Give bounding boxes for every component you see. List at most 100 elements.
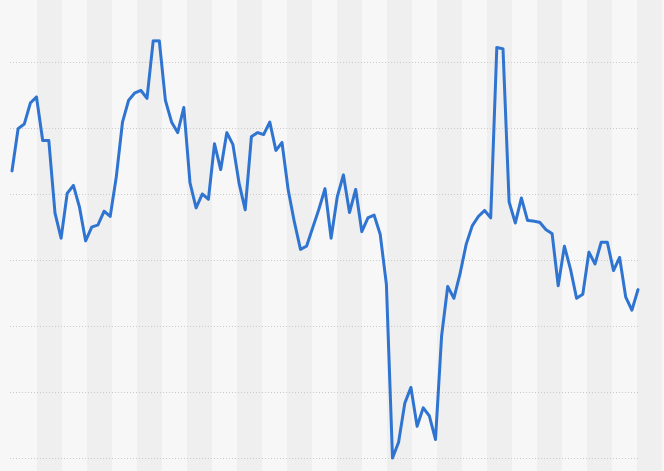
- data-point[interactable]: [225, 131, 229, 135]
- data-point[interactable]: [519, 196, 523, 200]
- data-point[interactable]: [538, 220, 542, 224]
- data-point[interactable]: [550, 232, 554, 236]
- data-point[interactable]: [317, 207, 321, 211]
- data-point[interactable]: [421, 406, 425, 410]
- data-point[interactable]: [470, 224, 474, 228]
- data-point[interactable]: [556, 284, 560, 288]
- data-point[interactable]: [139, 88, 143, 92]
- data-point[interactable]: [384, 282, 388, 286]
- data-point[interactable]: [274, 148, 278, 152]
- data-point[interactable]: [427, 414, 431, 418]
- data-point[interactable]: [206, 197, 210, 201]
- data-point[interactable]: [286, 188, 290, 192]
- data-point[interactable]: [569, 267, 573, 271]
- data-point[interactable]: [96, 223, 100, 227]
- data-point[interactable]: [188, 181, 192, 185]
- data-point[interactable]: [372, 213, 376, 217]
- data-point[interactable]: [200, 192, 204, 196]
- data-point[interactable]: [636, 288, 640, 292]
- data-point[interactable]: [256, 131, 260, 135]
- data-point[interactable]: [311, 226, 315, 230]
- data-point[interactable]: [59, 236, 63, 240]
- data-point[interactable]: [476, 214, 480, 218]
- data-point[interactable]: [249, 135, 253, 139]
- data-point[interactable]: [213, 142, 217, 146]
- data-point[interactable]: [292, 220, 296, 224]
- data-point[interactable]: [219, 168, 223, 172]
- data-point[interactable]: [415, 424, 419, 428]
- data-point[interactable]: [102, 209, 106, 213]
- data-point[interactable]: [464, 242, 468, 246]
- data-point[interactable]: [618, 255, 622, 259]
- data-point[interactable]: [121, 120, 125, 124]
- data-point[interactable]: [378, 232, 382, 236]
- data-point[interactable]: [562, 244, 566, 248]
- data-point[interactable]: [84, 239, 88, 243]
- data-point[interactable]: [65, 191, 69, 195]
- data-point[interactable]: [458, 272, 462, 276]
- data-point[interactable]: [501, 47, 505, 51]
- data-point[interactable]: [599, 240, 603, 244]
- data-point[interactable]: [446, 284, 450, 288]
- data-point[interactable]: [133, 91, 137, 95]
- data-point[interactable]: [630, 308, 634, 312]
- data-point[interactable]: [114, 175, 118, 179]
- data-point[interactable]: [237, 181, 241, 185]
- data-point[interactable]: [360, 230, 364, 234]
- data-point[interactable]: [262, 133, 266, 137]
- data-point[interactable]: [526, 218, 530, 222]
- data-point[interactable]: [231, 143, 235, 147]
- data-point[interactable]: [348, 211, 352, 215]
- data-point[interactable]: [16, 127, 20, 131]
- data-point[interactable]: [354, 187, 358, 191]
- data-point[interactable]: [409, 385, 413, 389]
- data-point[interactable]: [434, 438, 438, 442]
- data-point[interactable]: [170, 120, 174, 124]
- data-point[interactable]: [366, 216, 370, 220]
- data-point[interactable]: [341, 173, 345, 177]
- data-point[interactable]: [10, 169, 14, 173]
- data-point[interactable]: [182, 106, 186, 110]
- data-point[interactable]: [35, 95, 39, 99]
- data-point[interactable]: [507, 200, 511, 204]
- data-point[interactable]: [624, 295, 628, 299]
- data-point[interactable]: [299, 247, 303, 251]
- data-point[interactable]: [403, 401, 407, 405]
- data-point[interactable]: [532, 219, 536, 223]
- data-point[interactable]: [587, 250, 591, 254]
- data-point[interactable]: [605, 240, 609, 244]
- data-point[interactable]: [483, 209, 487, 213]
- data-point[interactable]: [495, 46, 499, 50]
- data-point[interactable]: [440, 334, 444, 338]
- data-point[interactable]: [391, 456, 395, 460]
- data-point[interactable]: [593, 262, 597, 266]
- data-point[interactable]: [22, 122, 26, 126]
- data-point[interactable]: [78, 205, 82, 209]
- data-point[interactable]: [108, 214, 112, 218]
- data-point[interactable]: [176, 131, 180, 135]
- data-point[interactable]: [90, 225, 94, 229]
- data-point[interactable]: [127, 98, 131, 102]
- data-point[interactable]: [581, 292, 585, 296]
- data-point[interactable]: [335, 195, 339, 199]
- data-point[interactable]: [513, 221, 517, 225]
- data-point[interactable]: [243, 208, 247, 212]
- data-point[interactable]: [612, 269, 616, 273]
- data-point[interactable]: [280, 141, 284, 145]
- data-point[interactable]: [163, 98, 167, 102]
- data-point[interactable]: [145, 96, 149, 100]
- data-point[interactable]: [544, 228, 548, 232]
- data-point[interactable]: [575, 296, 579, 300]
- data-point[interactable]: [268, 120, 272, 124]
- data-point[interactable]: [53, 211, 57, 215]
- data-point[interactable]: [194, 206, 198, 210]
- data-point[interactable]: [323, 187, 327, 191]
- data-point[interactable]: [41, 139, 45, 143]
- data-point[interactable]: [489, 216, 493, 220]
- data-point[interactable]: [329, 236, 333, 240]
- data-point[interactable]: [157, 39, 161, 43]
- data-point[interactable]: [305, 244, 309, 248]
- data-point[interactable]: [47, 139, 51, 143]
- data-point[interactable]: [71, 183, 75, 187]
- data-point[interactable]: [151, 39, 155, 43]
